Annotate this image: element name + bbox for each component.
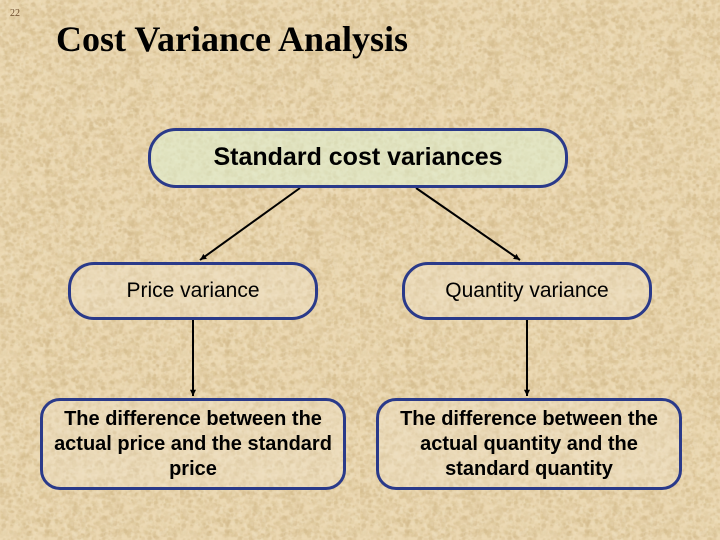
node-quantity: Quantity variance <box>402 262 652 320</box>
slide: 22 Cost Variance Analysis Standard cost … <box>0 0 720 540</box>
node-root: Standard cost variances <box>148 128 568 188</box>
slide-title: Cost Variance Analysis <box>56 18 408 60</box>
node-quantity_def-label: The difference between the actual quanti… <box>389 407 669 482</box>
node-price-label: Price variance <box>126 278 259 304</box>
slide-number: 22 <box>10 8 20 19</box>
node-price_def: The difference between the actual price … <box>40 398 346 490</box>
node-root-label: Standard cost variances <box>213 142 502 173</box>
node-price: Price variance <box>68 262 318 320</box>
node-quantity_def: The difference between the actual quanti… <box>376 398 682 490</box>
node-quantity-label: Quantity variance <box>445 278 608 304</box>
node-price_def-label: The difference between the actual price … <box>53 407 333 482</box>
